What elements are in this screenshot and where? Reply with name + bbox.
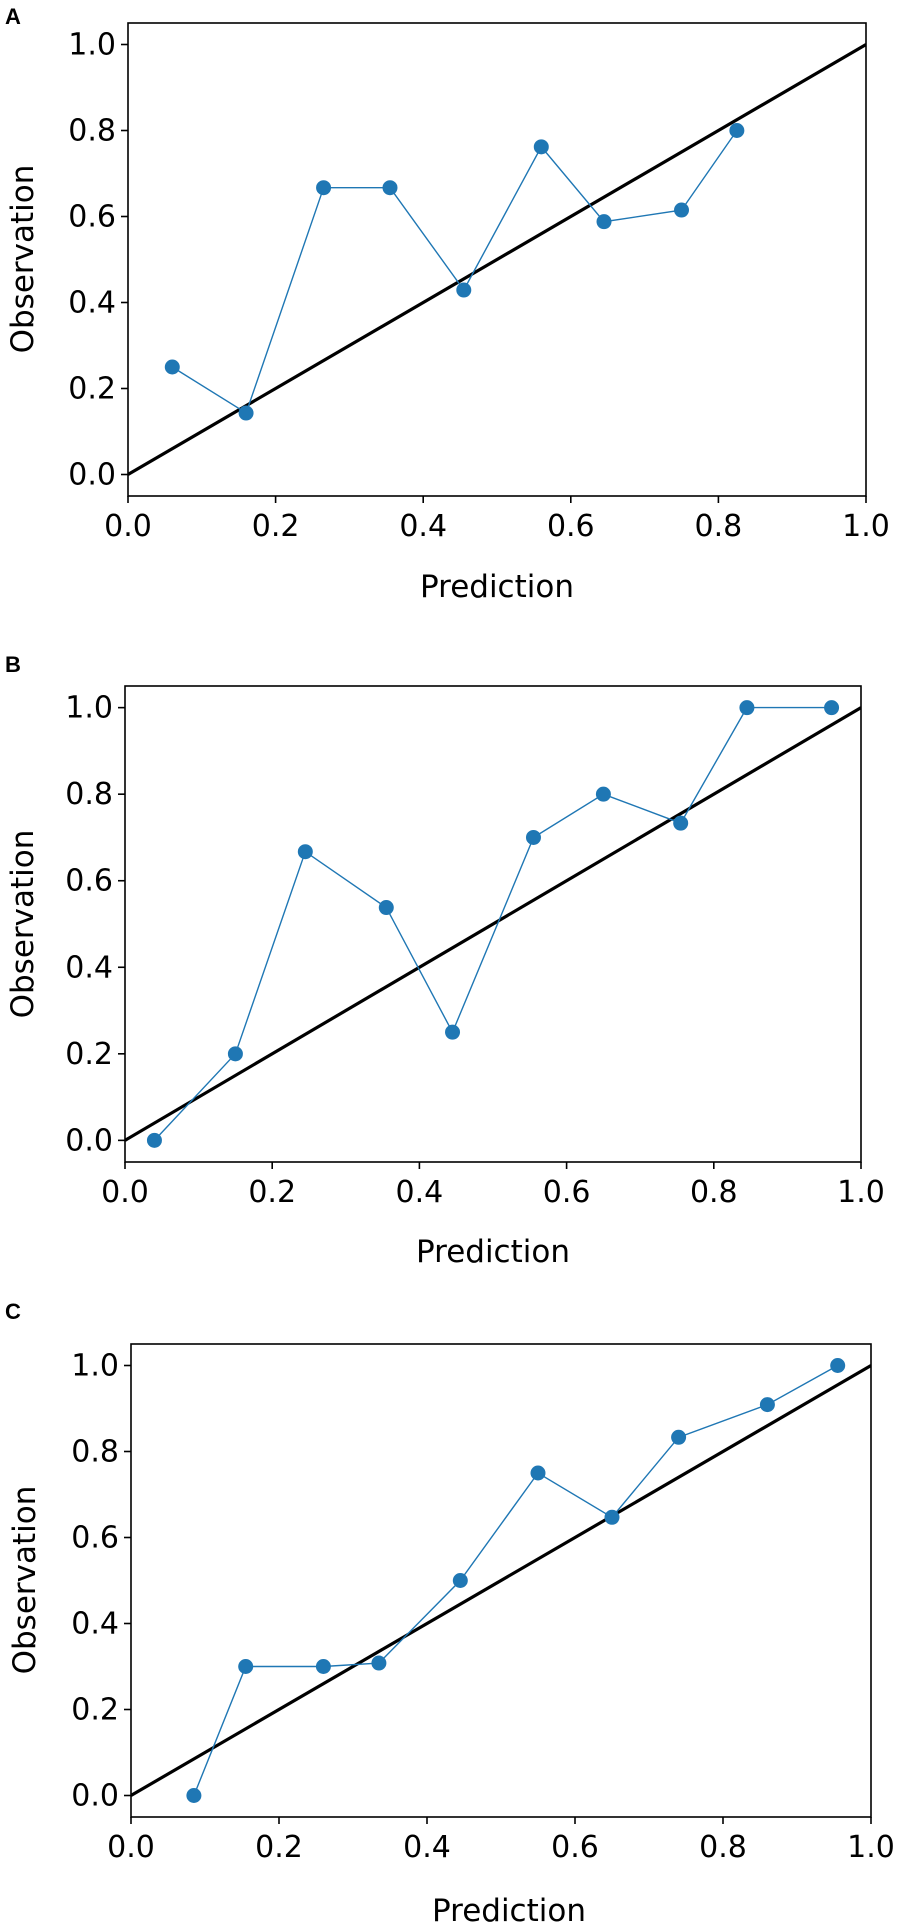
- plot-area: 0.0 0.2 0.4 0.6 0.8 1.0 0.0 0.2 0.4 0.6 0.8 1.0: [65, 685, 885, 1210]
- y-tick-label: 0.4: [68, 286, 116, 321]
- data-point: [456, 282, 472, 298]
- x-tick-label: 0.6: [547, 509, 595, 544]
- reference-diagonal-line: [128, 43, 866, 476]
- x-tick-label: 0.4: [399, 509, 447, 544]
- series-line: [153, 706, 832, 1141]
- chart-panel-c: C 0.0 0.2 0.4 0.6 0.8 1.0 0.0 0.2 0.4 0.6 0.8 1.0 P…: [0, 1284, 904, 1926]
- y-tick-label: 0.8: [71, 1435, 119, 1470]
- plot-frame: [127, 22, 867, 497]
- data-point: [596, 214, 612, 230]
- x-tick-label: 1.0: [837, 1175, 885, 1210]
- plot-frame: [124, 685, 862, 1163]
- x-tick-label: 1.0: [842, 509, 890, 544]
- data-point: [830, 1358, 846, 1373]
- data-point: [604, 1509, 620, 1525]
- y-axis-label: Observation: [7, 1486, 43, 1675]
- y-tick-label: 0.6: [68, 200, 116, 235]
- plot-area: 0.0 0.2 0.4 0.6 0.8 1.0 0.0 0.2 0.4 0.6 0.8 1.0: [68, 22, 890, 544]
- x-tick-label: 0.0: [107, 1830, 155, 1865]
- x-tick-label: 0.8: [695, 509, 743, 544]
- x-axis-label: Prediction: [416, 1234, 570, 1270]
- x-axis-label: Prediction: [432, 1893, 586, 1926]
- chart-c-svg: C 0.0 0.2 0.4 0.6 0.8 1.0 0.0 0.2 0.4 0.6 0.8 1.0 P…: [5, 1299, 895, 1926]
- data-point: [671, 1429, 687, 1445]
- x-tick-label: 0.4: [396, 1175, 444, 1210]
- y-tick-label: 0.0: [65, 1123, 113, 1158]
- x-tick-label: 0.6: [551, 1830, 599, 1865]
- data-point: [164, 359, 180, 375]
- y-tick-label: 0.2: [71, 1693, 119, 1728]
- y-tick-label: 0.2: [65, 1037, 113, 1072]
- panel-letter: C: [5, 1299, 21, 1324]
- y-tick-label: 0.4: [65, 950, 113, 985]
- series-line: [193, 1364, 839, 1796]
- y-tick-label: 0.8: [68, 114, 116, 149]
- chart-panel-a: A 0.0 0.2 0.4 0.6 0.8 1.0 0.0 0.2 0.4 0.6 0.8 1.0 P…: [0, 0, 904, 642]
- y-tick-label: 0.0: [68, 458, 116, 493]
- chart-a-svg: A 0.0 0.2 0.4 0.6 0.8 1.0 0.0 0.2 0.4 0.6 0.8 1.0 P…: [5, 4, 890, 605]
- x-tick-label: 0.6: [543, 1175, 591, 1210]
- data-point: [316, 180, 332, 196]
- y-tick-label: 0.2: [68, 372, 116, 407]
- reference-diagonal-line: [131, 1364, 871, 1797]
- data-point: [315, 1659, 331, 1674]
- data-point: [371, 1655, 387, 1671]
- data-point: [673, 815, 689, 831]
- panel-letter: B: [5, 652, 21, 677]
- y-tick-label: 0.8: [65, 777, 113, 812]
- y-axis-label: Observation: [5, 830, 41, 1019]
- data-point: [824, 700, 840, 716]
- chart-panel-b: B 0.0 0.2 0.4 0.6 0.8 1.0 0.0 0.2 0.4 0.6 0.8 1.0 P…: [0, 642, 904, 1284]
- data-point: [739, 700, 755, 716]
- plot-frame: [130, 1343, 872, 1818]
- x-tick-label: 0.0: [101, 1175, 149, 1210]
- x-tick-label: 0.2: [248, 1175, 296, 1210]
- plot-area: 0.0 0.2 0.4 0.6 0.8 1.0 0.0 0.2 0.4 0.6 0.8 1.0: [71, 1343, 895, 1865]
- data-point: [238, 405, 254, 421]
- data-point: [227, 1046, 243, 1062]
- y-tick-label: 1.0: [68, 28, 116, 63]
- x-axis-label: Prediction: [420, 569, 574, 605]
- data-point: [525, 829, 541, 845]
- x-tick-label: 0.8: [690, 1175, 738, 1210]
- data-point: [729, 123, 745, 138]
- y-tick-label: 0.0: [71, 1779, 119, 1814]
- data-point: [530, 1465, 546, 1481]
- x-tick-label: 0.2: [252, 509, 300, 544]
- y-tick-label: 1.0: [71, 1349, 119, 1384]
- reference-diagonal-line: [125, 706, 861, 1142]
- x-tick-label: 0.4: [403, 1830, 451, 1865]
- series-line: [171, 130, 738, 415]
- data-point: [238, 1659, 254, 1674]
- x-tick-label: 0.8: [699, 1830, 747, 1865]
- data-point: [445, 1024, 461, 1040]
- y-tick-label: 0.4: [71, 1607, 119, 1642]
- data-point: [533, 139, 549, 155]
- x-tick-label: 0.2: [255, 1830, 303, 1865]
- data-point: [378, 900, 394, 916]
- y-tick-label: 1.0: [65, 691, 113, 726]
- x-tick-label: 0.0: [104, 509, 152, 544]
- data-point: [146, 1132, 162, 1148]
- data-point: [759, 1397, 775, 1413]
- data-point: [297, 844, 313, 860]
- y-axis-label: Observation: [5, 165, 41, 354]
- data-point: [382, 180, 398, 196]
- y-tick-label: 0.6: [65, 864, 113, 899]
- chart-b-svg: B 0.0 0.2 0.4 0.6 0.8 1.0 0.0 0.2 0.4 0.6 0.8 1.0 P…: [5, 652, 885, 1270]
- panel-letter: A: [5, 4, 21, 29]
- data-point: [452, 1573, 468, 1588]
- data-point: [186, 1788, 202, 1803]
- data-point: [674, 202, 689, 218]
- y-tick-label: 0.6: [71, 1521, 119, 1556]
- x-tick-label: 1.0: [847, 1830, 895, 1865]
- data-point: [595, 786, 611, 802]
